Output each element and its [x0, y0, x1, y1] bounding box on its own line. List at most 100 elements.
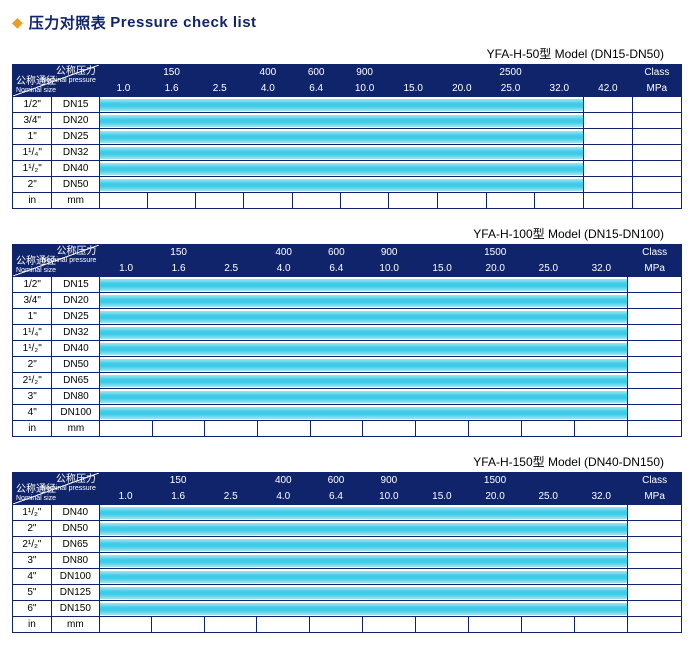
unit-mm: mm [52, 193, 99, 209]
empty-cell [152, 617, 205, 633]
data-table: 公称压力Nominal pressure公称通径Nominal size1504… [12, 244, 682, 437]
title-en: Pressure check list [110, 14, 256, 31]
data-table: 公称压力Nominal pressure公称通径Nominal size1504… [12, 64, 682, 209]
class-header-cell: 900 [340, 65, 389, 81]
size-in-cell: 6" [13, 601, 52, 617]
empty-cell [292, 193, 340, 209]
empty-cell [628, 293, 682, 309]
size-mm-cell: DN40 [52, 341, 100, 357]
table-row: 2"DN50 [13, 357, 682, 373]
empty-cell [244, 193, 292, 209]
empty-cell [584, 97, 633, 113]
pressure-band [99, 537, 627, 553]
empty-cell [522, 421, 575, 437]
class-header-cell: 600 [292, 65, 340, 81]
empty-cell [584, 113, 633, 129]
size-mm-cell: DN100 [52, 405, 100, 421]
size-in-cell: 1/2" [13, 277, 52, 293]
mpa-header-cell: 15.0 [416, 261, 469, 277]
unit-mm: mm [52, 421, 100, 437]
mpa-header-cell: 2.5 [205, 261, 257, 277]
table-row: 3"DN80 [13, 389, 682, 405]
pressure-band [99, 129, 583, 145]
size-mm-cell: DN150 [51, 601, 99, 617]
size-mm-cell: DN125 [51, 585, 99, 601]
size-in-cell: 1¹/₂" [13, 505, 52, 521]
empty-cell [628, 521, 682, 537]
title-cn: 压力对照表 [29, 12, 107, 33]
mpa-header-cell: 15.0 [415, 489, 468, 505]
size-mm-cell: DN80 [52, 389, 100, 405]
empty-cell [632, 177, 681, 193]
empty-cell [628, 341, 682, 357]
size-mm-cell: DN50 [52, 177, 99, 193]
empty-cell [535, 193, 584, 209]
size-mm-cell: DN25 [52, 309, 100, 325]
empty-cell [628, 617, 682, 633]
mpa-header-cell: 1.0 [99, 489, 151, 505]
diamond-icon: ◆ [12, 14, 23, 31]
empty-cell [438, 193, 487, 209]
mpa-header-cell: 10.0 [340, 81, 389, 97]
header-corner: 公称压力Nominal pressure公称通径Nominal size [13, 65, 100, 97]
empty-cell [584, 129, 633, 145]
empty-cell [310, 421, 363, 437]
mpa-header-cell: 25.0 [486, 81, 535, 97]
class-header-cell [416, 245, 469, 261]
pressure-band [99, 521, 627, 537]
size-in-cell: 5" [13, 585, 52, 601]
size-in-cell: 2¹/₂" [13, 537, 52, 553]
class-header-cell: 400 [257, 245, 310, 261]
size-mm-cell: DN100 [51, 569, 99, 585]
size-mm-cell: DN32 [52, 145, 99, 161]
mpa-header-cell: 25.0 [522, 489, 575, 505]
mpa-header-cell: 4.0 [244, 81, 292, 97]
class-header-cell: 150 [152, 473, 205, 489]
table-caption: YFA-H-50型 Model (DN15-DN50) [12, 45, 676, 62]
class-header-cell: 1500 [468, 473, 521, 489]
table-row: 1/2"DN15 [13, 97, 682, 113]
mpa-header-cell: 10.0 [363, 261, 416, 277]
mpa-label: MPa [628, 489, 682, 505]
size-in-cell: 2¹/₂" [13, 373, 52, 389]
empty-cell [522, 617, 575, 633]
header-corner: 公称压力Nominal pressure公称通径Nominal size [13, 245, 100, 277]
class-header-cell [575, 473, 628, 489]
empty-cell [340, 193, 389, 209]
size-mm-cell: DN50 [51, 521, 99, 537]
pressure-table: YFA-H-50型 Model (DN15-DN50) 公称压力Nominal p… [12, 45, 676, 209]
class-header-cell [205, 245, 257, 261]
mpa-header-cell: 1.6 [152, 261, 205, 277]
empty-cell [584, 161, 633, 177]
size-in-cell: 1¹/₂" [13, 161, 52, 177]
size-mm-cell: DN15 [52, 97, 99, 113]
size-mm-cell: DN65 [51, 537, 99, 553]
table-row: 2¹/₂"DN65 [13, 373, 682, 389]
table-row: 1¹/₂"DN40 [13, 161, 682, 177]
table-row: 3/4"DN20 [13, 113, 682, 129]
empty-cell [152, 421, 205, 437]
table-caption: YFA-H-150型 Model (DN40-DN150) [12, 453, 676, 470]
empty-cell [100, 421, 152, 437]
class-header-cell [100, 245, 152, 261]
pressure-band [100, 293, 628, 309]
pressure-band [100, 373, 628, 389]
mpa-header-cell: 25.0 [522, 261, 575, 277]
pressure-band [100, 309, 628, 325]
empty-cell [632, 129, 681, 145]
empty-cell [584, 177, 633, 193]
size-in-cell: 3/4" [13, 293, 52, 309]
table-row: 2"DN50 [13, 177, 682, 193]
empty-cell [632, 193, 681, 209]
size-mm-cell: DN50 [52, 357, 100, 373]
empty-cell [468, 617, 521, 633]
class-label: Class [632, 65, 681, 81]
mpa-header-cell: 32.0 [575, 489, 628, 505]
table-row: 2"DN50 [13, 521, 682, 537]
table-row: 4"DN100 [13, 569, 682, 585]
table-row: 1/2"DN15 [13, 277, 682, 293]
table-row: 1¹/₄"DN32 [13, 325, 682, 341]
pressure-band [99, 601, 627, 617]
table-row: 5"DN125 [13, 585, 682, 601]
class-header-cell [522, 473, 575, 489]
